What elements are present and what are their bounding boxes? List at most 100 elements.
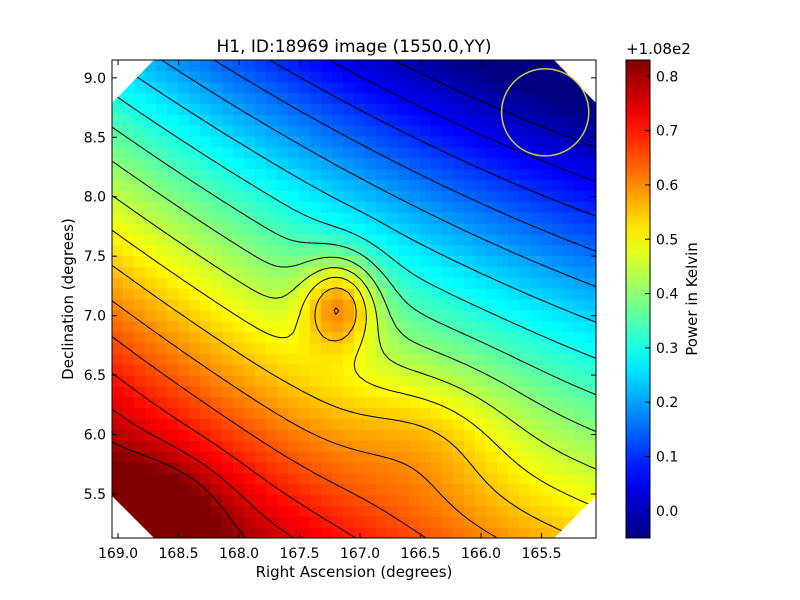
beam-circle — [500, 67, 590, 157]
heatmap-cell — [310, 375, 322, 387]
heatmap-cell — [343, 429, 355, 441]
heatmap-cell — [123, 309, 135, 322]
heatmap-cell — [167, 472, 179, 485]
heatmap-cell — [442, 190, 454, 202]
x-tick-label: 166.5 — [401, 546, 441, 562]
heatmap-cell — [156, 81, 168, 94]
heatmap-cell — [497, 233, 509, 246]
heatmap-cell — [233, 527, 245, 538]
heatmap-cell — [343, 299, 355, 311]
heatmap-cell — [585, 429, 596, 441]
heatmap-cell — [222, 190, 234, 202]
heatmap-cell — [475, 527, 487, 538]
heatmap-cell — [552, 353, 564, 365]
heatmap-cell — [464, 527, 476, 538]
heatmap-cell — [365, 331, 377, 344]
heatmap-cell — [409, 483, 421, 496]
heatmap-cell — [123, 429, 135, 441]
heatmap-cell — [288, 179, 300, 191]
heatmap-cell — [222, 212, 234, 224]
heatmap-cell — [299, 483, 311, 496]
heatmap-cell — [211, 201, 223, 213]
heatmap-cell — [156, 353, 168, 365]
heatmap-cell — [519, 320, 531, 333]
heatmap-cell — [156, 494, 168, 507]
heatmap-cell — [409, 222, 421, 235]
heatmap-cell — [332, 222, 344, 235]
heatmap-cell — [266, 288, 278, 300]
heatmap-cell — [552, 114, 564, 126]
heatmap-cell — [486, 136, 498, 148]
heatmap-cell — [222, 157, 234, 170]
heatmap-cell — [299, 244, 311, 257]
heatmap-cell — [112, 505, 124, 517]
heatmap-cell — [376, 277, 388, 289]
heatmap-cell — [420, 461, 432, 474]
heatmap-cell — [156, 201, 168, 213]
heatmap-cell — [354, 320, 366, 333]
heatmap-cell — [310, 364, 322, 376]
heatmap-cell — [552, 266, 564, 278]
heatmap-cell — [442, 353, 454, 365]
heatmap-cell — [530, 157, 542, 170]
heatmap-cell — [211, 494, 223, 507]
heatmap-cell — [585, 320, 596, 333]
heatmap-cell — [398, 277, 410, 289]
heatmap-cell — [354, 451, 366, 463]
heatmap-cell — [332, 70, 344, 83]
heatmap-cell — [178, 407, 190, 420]
heatmap-cell — [266, 396, 278, 409]
heatmap-cell — [376, 461, 388, 474]
heatmap-cell — [134, 451, 146, 463]
heatmap-cell — [420, 233, 432, 246]
heatmap-cell — [343, 364, 355, 376]
heatmap-cell — [178, 429, 190, 441]
heatmap-cell — [574, 190, 586, 202]
heatmap-cell — [497, 483, 509, 496]
heatmap-cell — [574, 255, 586, 268]
heatmap-cell — [453, 331, 465, 344]
heatmap-cell — [365, 103, 377, 115]
heatmap-cell — [288, 331, 300, 344]
heatmap-cell — [123, 244, 135, 257]
heatmap-cell — [277, 461, 289, 474]
heatmap-cell — [189, 331, 201, 344]
heatmap-cell — [387, 288, 399, 300]
heatmap-cell — [233, 60, 245, 72]
heatmap-cell — [519, 309, 531, 322]
heatmap-cell — [409, 168, 421, 181]
heatmap-cell — [387, 461, 399, 474]
heatmap-cell — [266, 461, 278, 474]
heatmap-cell — [530, 266, 542, 278]
heatmap-cell — [299, 407, 311, 420]
heatmap-cell — [486, 146, 498, 159]
heatmap-cell — [530, 375, 542, 387]
heatmap-cell — [189, 451, 201, 463]
heatmap-cell — [123, 179, 135, 191]
heatmap-cell — [156, 505, 168, 517]
heatmap-cell — [332, 364, 344, 376]
heatmap-cell — [222, 125, 234, 137]
heatmap-cell — [541, 277, 553, 289]
heatmap-cell — [552, 375, 564, 387]
heatmap-cell — [255, 103, 267, 115]
heatmap-cell — [497, 222, 509, 235]
heatmap-cell — [288, 244, 300, 257]
heatmap-cell — [145, 342, 157, 354]
heatmap-cell — [442, 136, 454, 148]
heatmap-cell — [486, 309, 498, 322]
heatmap-cell — [343, 146, 355, 159]
heatmap-cell — [222, 494, 234, 507]
heatmap-cell — [563, 103, 575, 115]
heatmap-cell — [288, 277, 300, 289]
heatmap-cell — [266, 255, 278, 268]
heatmap-cell — [200, 429, 212, 441]
heatmap-cell — [211, 353, 223, 365]
heatmap-cell — [530, 440, 542, 452]
heatmap-cell — [123, 516, 135, 528]
heatmap-cell — [365, 451, 377, 463]
heatmap-cell — [365, 472, 377, 485]
heatmap-cell — [255, 299, 267, 311]
heatmap-cell — [563, 299, 575, 311]
heatmap-cell — [431, 429, 443, 441]
